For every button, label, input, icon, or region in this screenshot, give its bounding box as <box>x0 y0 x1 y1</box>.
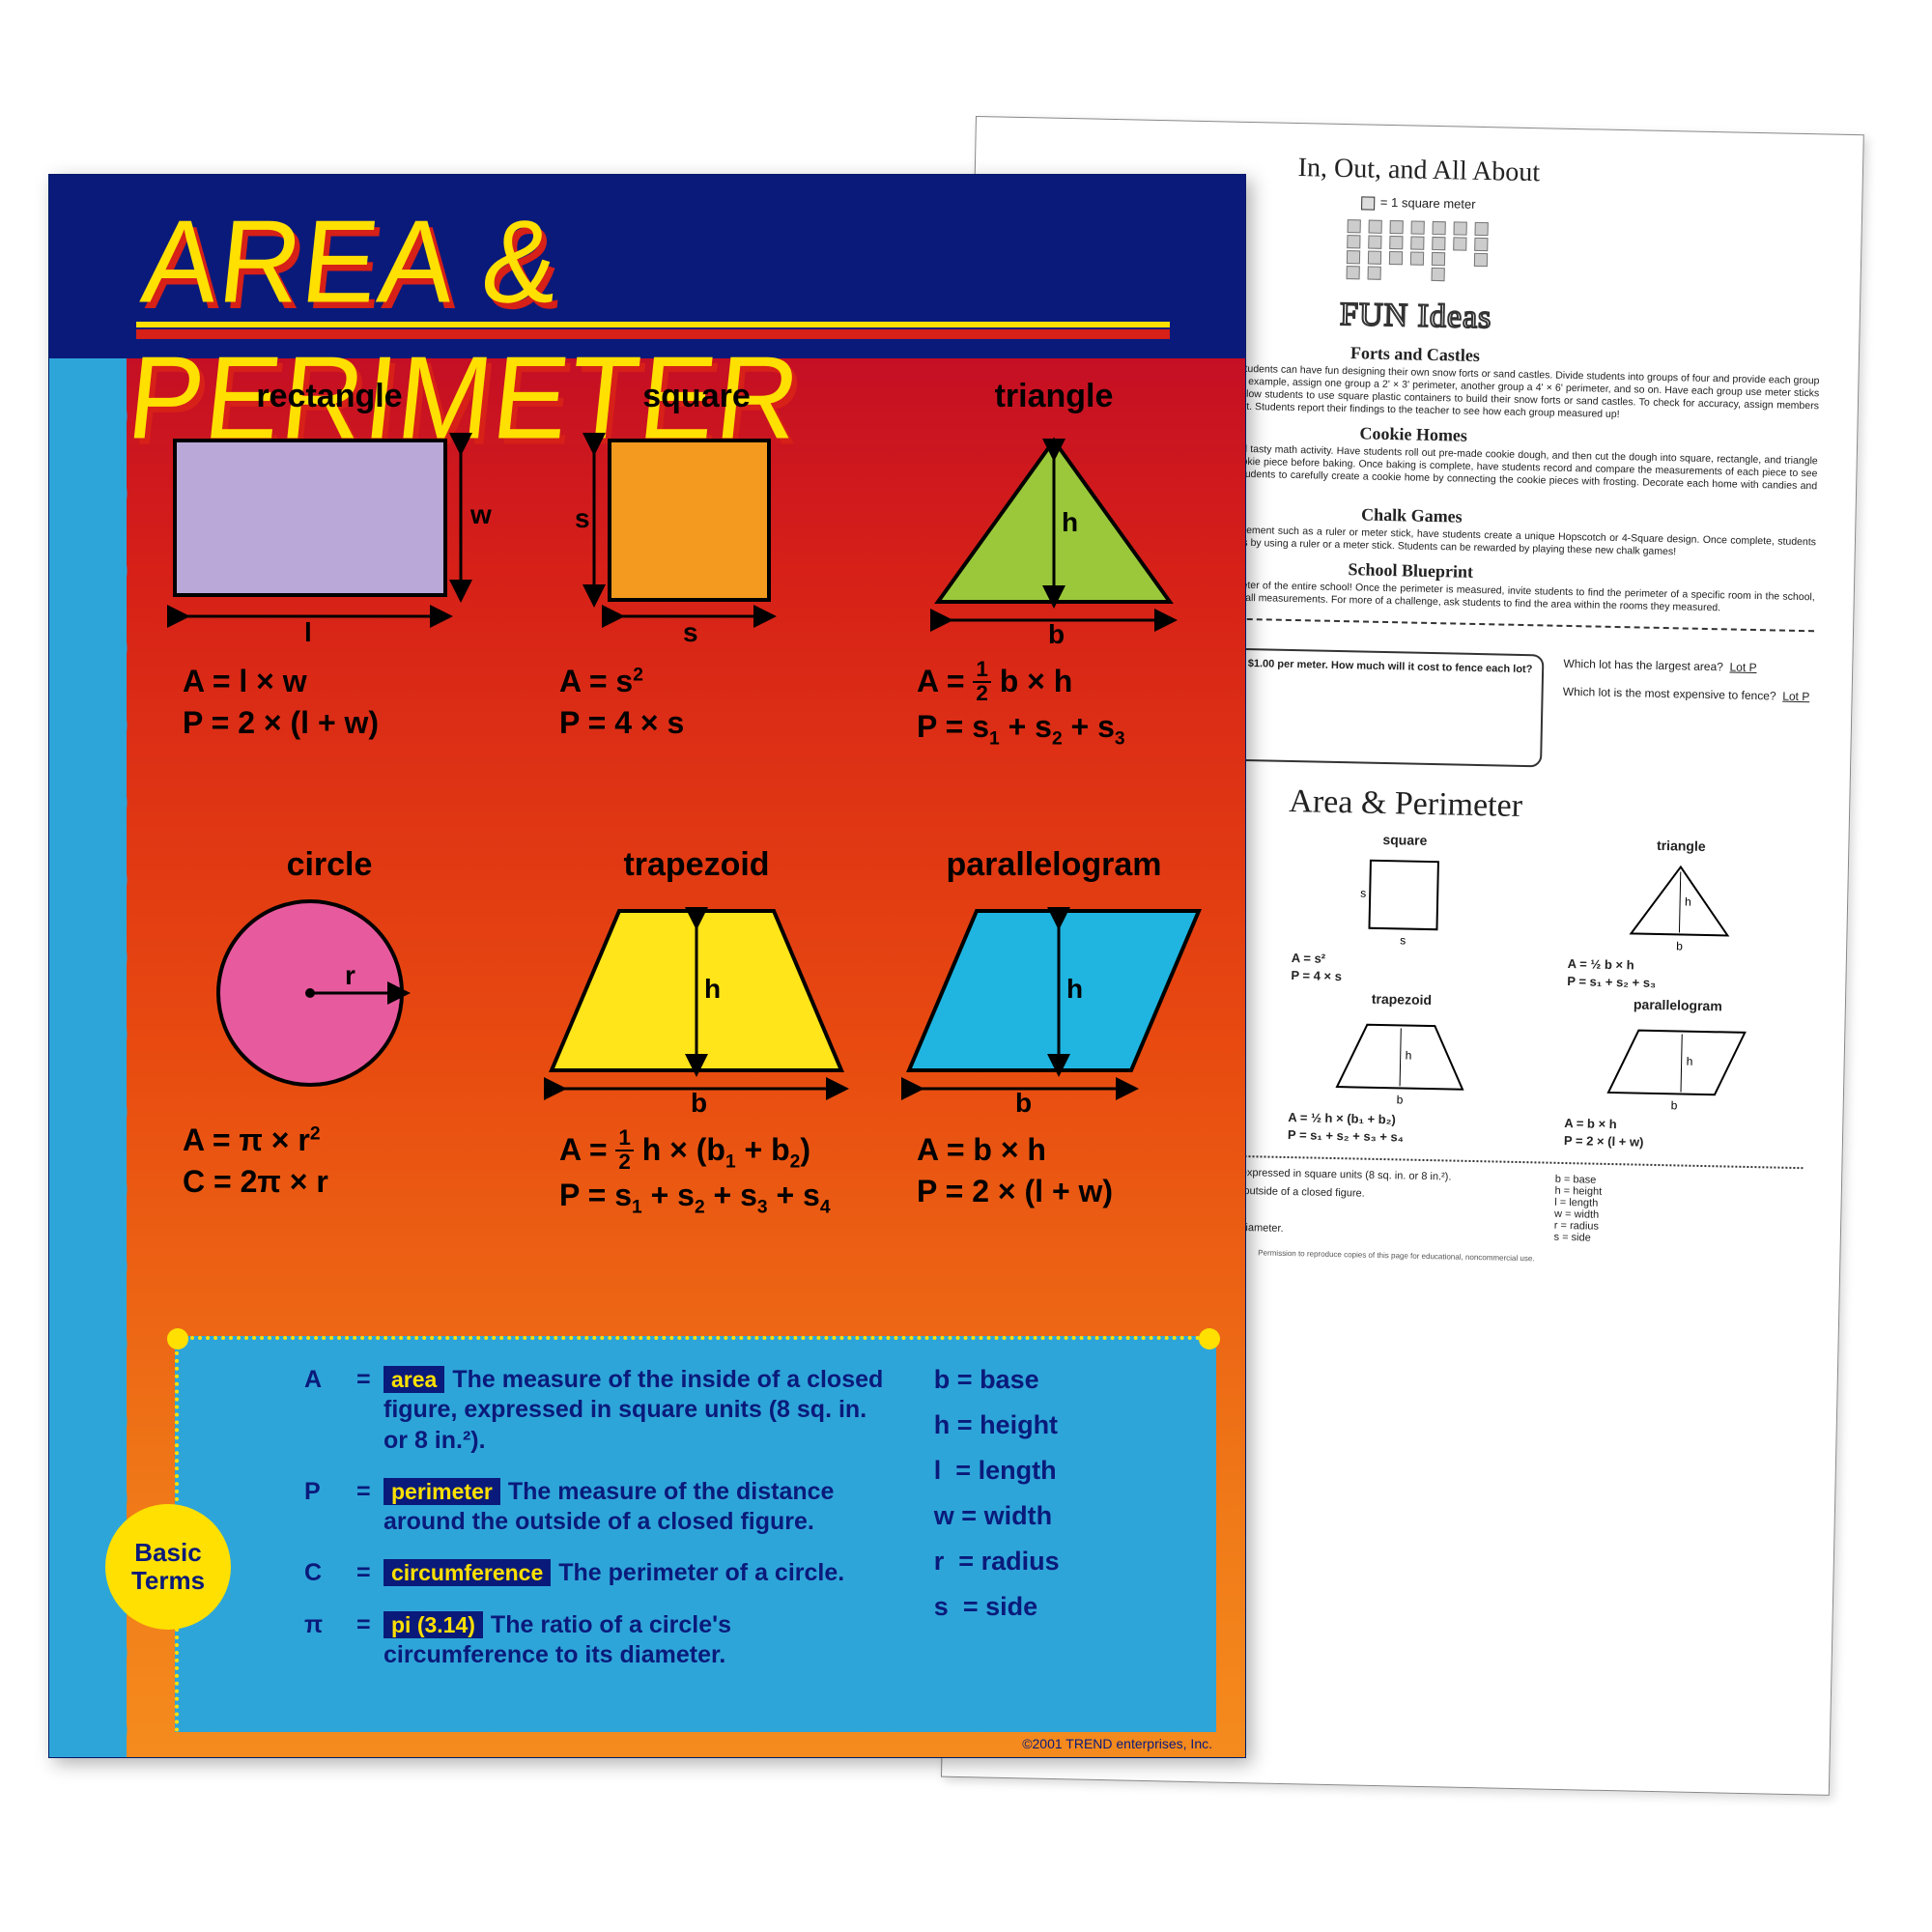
answer-questions: Which lot has the largest area? Lot P Wh… <box>1563 655 1810 707</box>
shape-parallelogram: parallelogram h b A = b × hP = 2 × (l + … <box>890 846 1218 1305</box>
svg-text:b: b <box>1015 1088 1032 1114</box>
trapezoid-formulas: A = 12 h × (b1 + b2)P = s1 + s2 + s3 + s… <box>559 1129 861 1221</box>
svg-text:s: s <box>683 617 698 645</box>
svg-text:h: h <box>1687 1055 1693 1068</box>
parallelogram-formulas: A = b × hP = 2 × (l + w) <box>917 1129 1218 1212</box>
svg-text:l: l <box>304 617 312 645</box>
copyright-text: ©2001 TREND enterprises, Inc. <box>1022 1736 1212 1751</box>
triangle-icon: h b <box>909 423 1199 645</box>
shape-square: square s s A = s2P = 4 × s <box>532 378 861 837</box>
svg-text:h: h <box>1685 895 1691 909</box>
triangle-label: triangle <box>890 378 1218 415</box>
circle-formulas: A = π × r2C = 2π × r <box>183 1120 503 1203</box>
svg-text:b: b <box>1048 619 1065 645</box>
basic-terms-badge: BasicTerms <box>105 1504 231 1630</box>
dot-icon <box>1199 1328 1220 1350</box>
terms-definitions: A=areaThe measure of the inside of a clo… <box>304 1365 895 1713</box>
svg-text:s: s <box>1400 933 1406 947</box>
rectangle-label: rectangle <box>156 378 503 415</box>
svg-text:r: r <box>345 960 355 990</box>
shape-triangle: triangle h b A = 12 b × hP = s1 + s2 + s… <box>890 378 1218 837</box>
trapezoid-label: trapezoid <box>532 846 861 884</box>
svg-text:s: s <box>575 503 590 533</box>
wavy-border <box>49 175 127 1757</box>
svg-text:h: h <box>1062 507 1078 537</box>
square-label: square <box>532 378 861 415</box>
shape-circle: circle r A = π × r2C = 2π × r <box>156 846 503 1305</box>
svg-text:b: b <box>1671 1098 1678 1112</box>
trapezoid-icon: h b <box>532 892 861 1114</box>
shapes-grid: rectangle w l A = l × wP = 2 × (l + w) s… <box>156 378 1207 1305</box>
parallelogram-icon: h b <box>890 892 1218 1114</box>
svg-text:h: h <box>704 974 721 1004</box>
dot-icon <box>167 1328 188 1350</box>
shape-trapezoid: trapezoid h b A = 12 h × (b1 + b2)P = s1… <box>532 846 861 1305</box>
shape-rectangle: rectangle w l A = l × wP = 2 × (l + w) <box>156 378 503 837</box>
circle-icon: r <box>194 892 465 1104</box>
title-underline-yellow <box>136 322 1170 327</box>
title-underline-red <box>136 329 1170 339</box>
rectangle-icon: w l <box>156 423 503 645</box>
svg-text:b: b <box>1397 1094 1404 1107</box>
rectangle-formulas: A = l × wP = 2 × (l + w) <box>183 661 503 744</box>
svg-text:h: h <box>1066 974 1083 1004</box>
poster: AREA & PERIMETER rectangle w l A = l × w… <box>48 174 1246 1758</box>
basic-terms-box: BasicTerms A=areaThe measure of the insi… <box>175 1336 1216 1732</box>
svg-text:b: b <box>691 1088 707 1114</box>
svg-text:w: w <box>469 499 492 529</box>
svg-text:s: s <box>1360 887 1366 900</box>
square-icon: s s <box>561 423 832 645</box>
svg-text:h: h <box>1406 1049 1412 1063</box>
square-formulas: A = s2P = 4 × s <box>559 661 861 744</box>
parallelogram-label: parallelogram <box>890 846 1218 884</box>
circle-label: circle <box>156 846 503 884</box>
svg-text:b: b <box>1676 939 1683 952</box>
triangle-formulas: A = 12 b × hP = s1 + s2 + s3 <box>917 661 1218 752</box>
terms-variables: b = base h = height l = length w = width… <box>934 1365 1187 1713</box>
